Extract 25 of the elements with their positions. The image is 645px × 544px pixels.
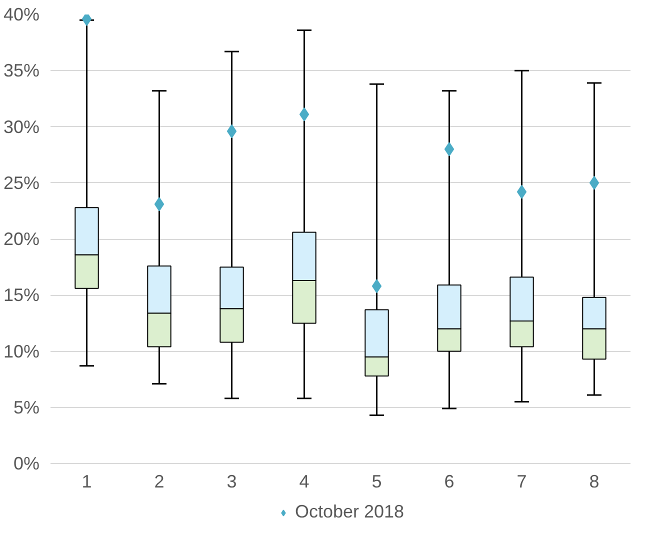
y-tick-label: 35% (3, 60, 40, 81)
x-tick-label: 4 (299, 472, 310, 492)
point (226, 124, 237, 138)
x-tick-label: 7 (516, 472, 527, 492)
y-tick-label: 25% (3, 172, 40, 193)
y-tick-label: 5% (13, 397, 40, 418)
point (299, 107, 310, 122)
point (372, 279, 382, 294)
legend-label: October 2018 (294, 502, 404, 522)
x-tick-label: 1 (82, 472, 92, 492)
point (444, 142, 454, 156)
y-tick-label: 20% (3, 229, 40, 249)
point (154, 197, 164, 212)
y-tick-label: 0% (13, 454, 40, 474)
x-tick-label: 6 (444, 472, 454, 492)
y-tick-label: 40% (3, 4, 40, 24)
point (589, 176, 600, 190)
y-tick-label: 15% (3, 285, 40, 306)
y-tick-label: 30% (3, 116, 40, 137)
x-tick-label: 8 (589, 472, 600, 492)
x-tick-label: 2 (154, 472, 164, 492)
point (516, 184, 527, 199)
x-tick-label: 3 (226, 472, 237, 492)
x-tick-label: 5 (372, 472, 382, 492)
y-tick-label: 10% (3, 341, 40, 362)
